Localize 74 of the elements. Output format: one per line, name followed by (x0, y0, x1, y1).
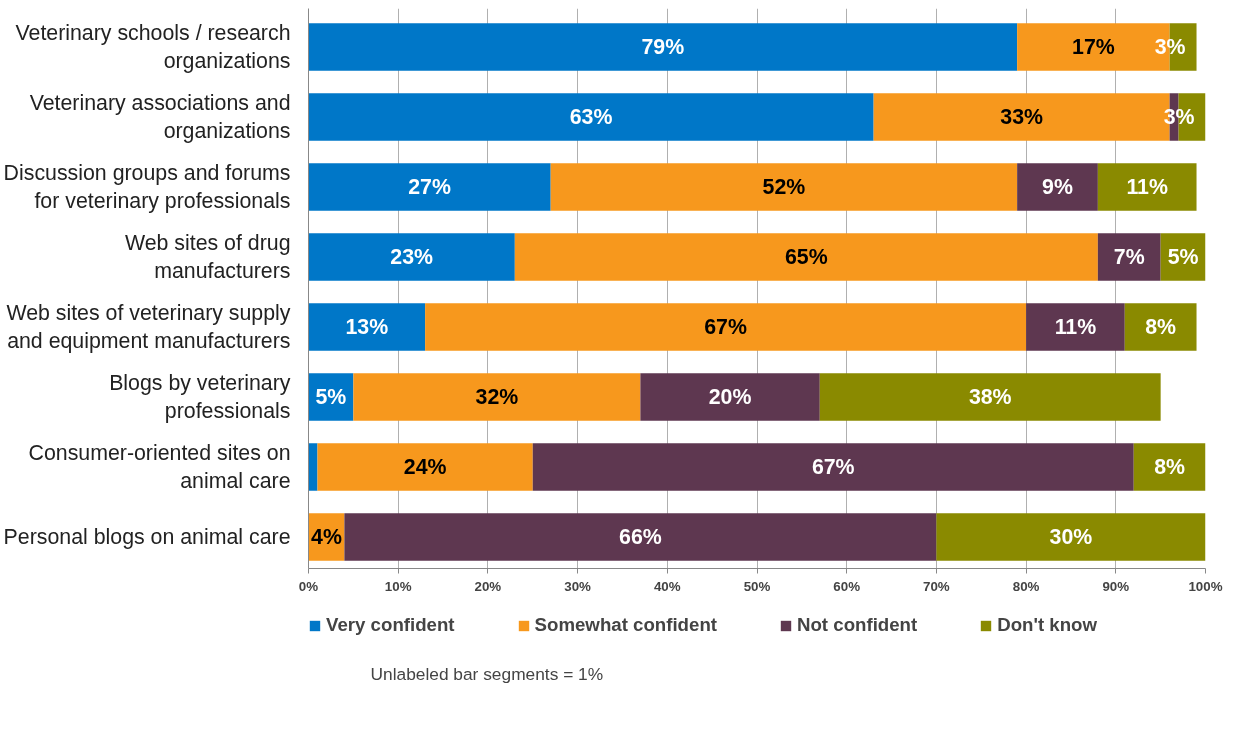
x-tick-label: 10% (384, 578, 412, 594)
y-tick-label: Veterinary associations and organizations (29, 90, 291, 144)
bar (317, 443, 533, 491)
data-label: 17% (1072, 35, 1115, 59)
x-tick-label: 100% (1188, 578, 1223, 594)
bar (1017, 163, 1098, 211)
data-label: 20% (708, 385, 752, 409)
bar (308, 23, 1018, 71)
data-label: 67% (811, 455, 855, 479)
y-tick-label: Web sites of veterinary supply and equipment manufacturers (6, 300, 291, 354)
data-label: 27% (408, 175, 451, 199)
data-label: 23% (390, 245, 434, 269)
y-tick-label: Veterinary schools / research organizations (15, 20, 291, 74)
bar (308, 93, 874, 141)
data-label: 65% (784, 245, 828, 269)
data-label: 11% (1126, 175, 1168, 199)
data-label: 33% (1000, 105, 1043, 129)
data-label: 8% (1145, 315, 1177, 339)
x-tick-label: 30% (564, 578, 592, 594)
bar (308, 443, 318, 491)
bar (1097, 163, 1197, 211)
data-label: 67% (704, 315, 747, 339)
bar (514, 233, 1098, 281)
y-tick-label: Consumer-oriented sites on animal care (28, 440, 291, 494)
data-label: 7% (1113, 245, 1145, 269)
bar (308, 303, 426, 351)
data-label: 38% (968, 385, 1012, 409)
legend-label: Don't know (997, 614, 1097, 636)
legend-label: Somewhat confident (534, 614, 717, 636)
data-label: 11% (1054, 315, 1097, 339)
x-tick-label: 70% (923, 578, 950, 594)
x-tick-label: 50% (743, 578, 771, 594)
legend-label: Very confident (326, 614, 455, 636)
y-tick-label: Personal blogs on animal care (3, 525, 291, 549)
y-tick-label: Blogs by veterinary professionals (109, 370, 291, 424)
bar (308, 163, 551, 211)
bar (1026, 303, 1125, 351)
data-label: 5% (1167, 245, 1199, 269)
bar (344, 513, 937, 561)
bar (1097, 233, 1161, 281)
legend-label: Not confident (797, 614, 918, 636)
data-label: 5% (315, 385, 347, 409)
x-tick-label: 0% (298, 578, 319, 594)
x-tick-label: 20% (474, 578, 502, 594)
bar (425, 303, 1027, 351)
bar (532, 443, 1134, 491)
bar (1133, 443, 1206, 491)
x-tick-label: 90% (1102, 578, 1130, 594)
data-label: 3% (1154, 35, 1186, 59)
bar (308, 233, 515, 281)
bar (353, 373, 641, 421)
bar (640, 373, 820, 421)
data-label: 79% (641, 35, 685, 59)
data-label: 9% (1042, 175, 1073, 199)
data-label: 24% (403, 455, 447, 479)
data-label: 4% (311, 525, 342, 549)
y-tick-label: Discussion groups and forums for veterinary professionals (3, 160, 291, 214)
data-label: 52% (762, 175, 806, 199)
data-label: 63% (569, 105, 613, 129)
data-label: 66% (619, 525, 662, 549)
text: Unlabeled bar segments = 1% (370, 663, 604, 684)
data-label: 13% (345, 315, 389, 339)
bar (936, 513, 1206, 561)
x-tick-label: 40% (653, 578, 681, 594)
x-tick-label: 60% (833, 578, 861, 594)
data-label: 3% (1163, 105, 1195, 129)
x-tick-label: 80% (1012, 578, 1040, 594)
data-label: 8% (1154, 455, 1186, 479)
bar (819, 373, 1161, 421)
data-label: 32% (475, 385, 519, 409)
y-tick-label: Web sites of drug manufacturers (124, 230, 291, 284)
data-label: 30% (1049, 525, 1093, 549)
bar (550, 163, 1018, 211)
bar (1124, 303, 1197, 351)
